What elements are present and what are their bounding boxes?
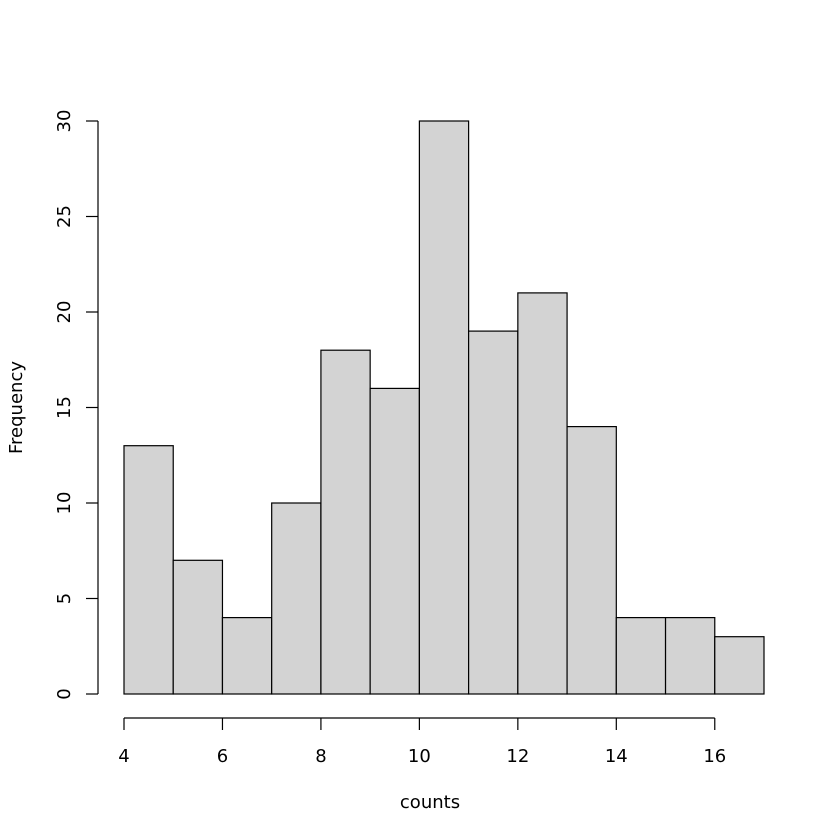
- y-tick-label-15: 15: [54, 396, 75, 419]
- histogram-bar-4: [271, 502, 322, 695]
- x-tick-label-12: 12: [506, 746, 529, 767]
- y-axis: 0 5 10 15 20 25 30: [54, 110, 99, 700]
- histogram-bar-2: [172, 559, 224, 695]
- histogram-bar-6: [369, 387, 420, 695]
- histogram-bar-12: [664, 616, 716, 695]
- x-tick-label-4: 4: [118, 746, 129, 767]
- histogram-bar-11: [615, 616, 667, 695]
- histogram-bar-3: [221, 616, 273, 695]
- histogram-bar-10: [566, 426, 617, 695]
- histogram-bar-5: [320, 349, 371, 695]
- x-axis-title: counts: [400, 792, 460, 813]
- x-tick-label-6: 6: [217, 746, 228, 767]
- histogram-bar-8: [468, 330, 519, 695]
- x-tick-label-14: 14: [605, 746, 628, 767]
- histogram-bar-9: [517, 292, 568, 695]
- y-tick-label-0: 0: [54, 688, 75, 699]
- bars-group: [123, 120, 765, 695]
- y-axis-title: Frequency: [6, 361, 27, 454]
- x-tick-label-16: 16: [703, 746, 726, 767]
- y-tick-label-30: 30: [54, 110, 75, 133]
- y-tick-label-20: 20: [54, 301, 75, 324]
- histogram-bar-7: [418, 120, 470, 695]
- y-tick-label-25: 25: [54, 205, 75, 228]
- histogram-bar-1: [123, 445, 174, 695]
- histogram-bar-13: [714, 636, 765, 695]
- x-tick-label-8: 8: [315, 746, 326, 767]
- x-tick-label-10: 10: [408, 746, 431, 767]
- y-tick-label-10: 10: [54, 492, 75, 515]
- x-axis: 4 6 8 10 12 14 16: [118, 717, 726, 767]
- y-tick-label-5: 5: [54, 593, 75, 604]
